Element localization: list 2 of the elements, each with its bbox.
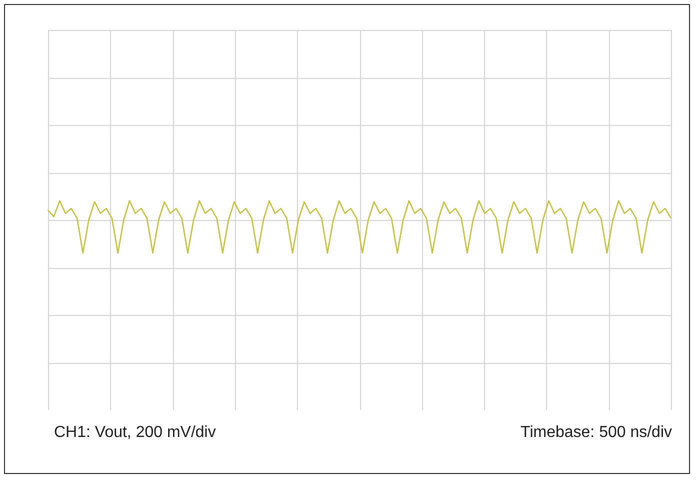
text: CH1: Vout, 200 mV/div: [54, 424, 216, 442]
text: Timebase: 500 ns/div: [520, 424, 672, 442]
